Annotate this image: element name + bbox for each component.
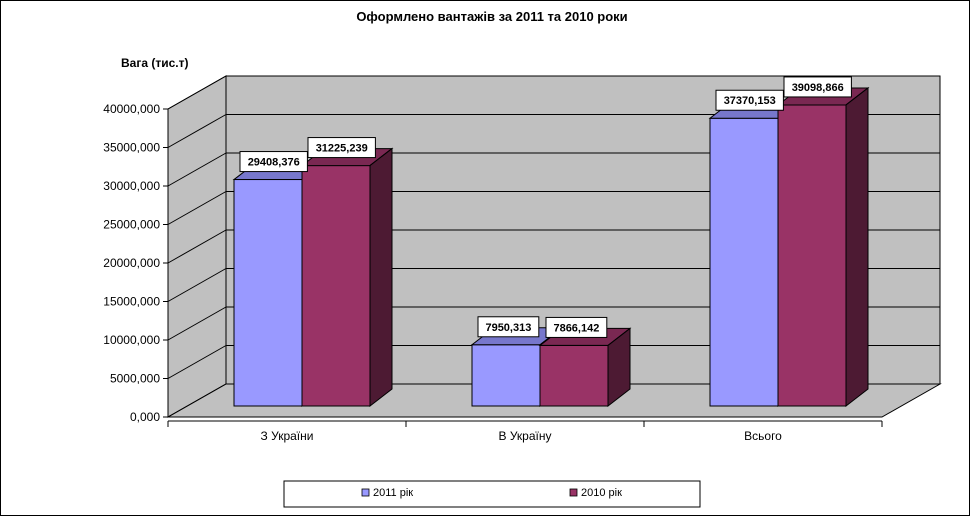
bar-front <box>301 165 371 407</box>
data-label: 7866,142 <box>553 322 599 334</box>
legend-swatch <box>361 488 370 497</box>
data-label-box <box>477 316 540 338</box>
legend: 2011 рік 2010 рік <box>283 480 701 508</box>
legend-entry: 2010 рік <box>581 487 622 499</box>
y-tick-label: 20000,000 <box>103 256 160 270</box>
x-category-label: Всього <box>744 429 782 443</box>
x-category-label: З України <box>261 429 314 443</box>
data-label-box <box>783 76 852 98</box>
grid-line-side <box>167 345 227 379</box>
bar-side <box>369 147 393 408</box>
bar-front <box>777 104 847 407</box>
chart-title: Оформлено вантажів за 2011 та 2010 роки <box>356 9 627 24</box>
data-label: 29408,376 <box>248 157 300 169</box>
data-label-box <box>239 151 308 173</box>
grid-line-side <box>167 114 227 148</box>
grid-line-side <box>167 306 227 341</box>
bar-front <box>539 344 609 407</box>
bar-front <box>233 179 303 407</box>
legend-swatch <box>569 488 578 497</box>
data-label-box <box>307 137 376 159</box>
y-tick-label: 25000,000 <box>103 218 160 232</box>
data-labels: 29408,376 31225,239 7950,313 7866,142 37370,… <box>239 76 852 338</box>
y-tick-label: 10000,000 <box>103 333 160 347</box>
y-axis-label: Вага (тис.т) <box>121 56 188 70</box>
x-category-label: В Україну <box>499 429 552 443</box>
axes: 0,000 5000,000 10000,000 15000,000 20000,000… <box>103 102 883 443</box>
bar-side <box>845 86 869 408</box>
y-tick-label: 15000,000 <box>103 295 160 309</box>
y-tick-label: 35000,000 <box>103 141 160 155</box>
grid-line-side <box>167 229 227 264</box>
grid-line-side <box>167 152 227 187</box>
bar-front <box>709 117 779 407</box>
grid-line-side <box>167 191 227 225</box>
bars <box>232 86 870 408</box>
data-label-box <box>715 89 784 111</box>
y-tick-label: 30000,000 <box>103 179 160 193</box>
data-label: 39098,866 <box>792 82 844 94</box>
bar-front <box>471 344 541 407</box>
data-label: 7950,313 <box>485 322 531 334</box>
grid-line-side <box>167 383 227 418</box>
y-tick-label: 5000,000 <box>110 372 160 386</box>
y-tick-label: 40000,000 <box>103 102 160 116</box>
y-tick-label: 0,000 <box>130 410 160 424</box>
bar-side <box>607 327 631 408</box>
data-label-box <box>545 316 608 338</box>
grid-line-side <box>167 268 227 302</box>
data-label: 31225,239 <box>316 143 368 155</box>
data-label: 37370,153 <box>724 95 776 107</box>
legend-box <box>283 480 701 508</box>
grid-line-side <box>167 75 227 110</box>
legend-entry: 2011 рік <box>373 487 413 499</box>
